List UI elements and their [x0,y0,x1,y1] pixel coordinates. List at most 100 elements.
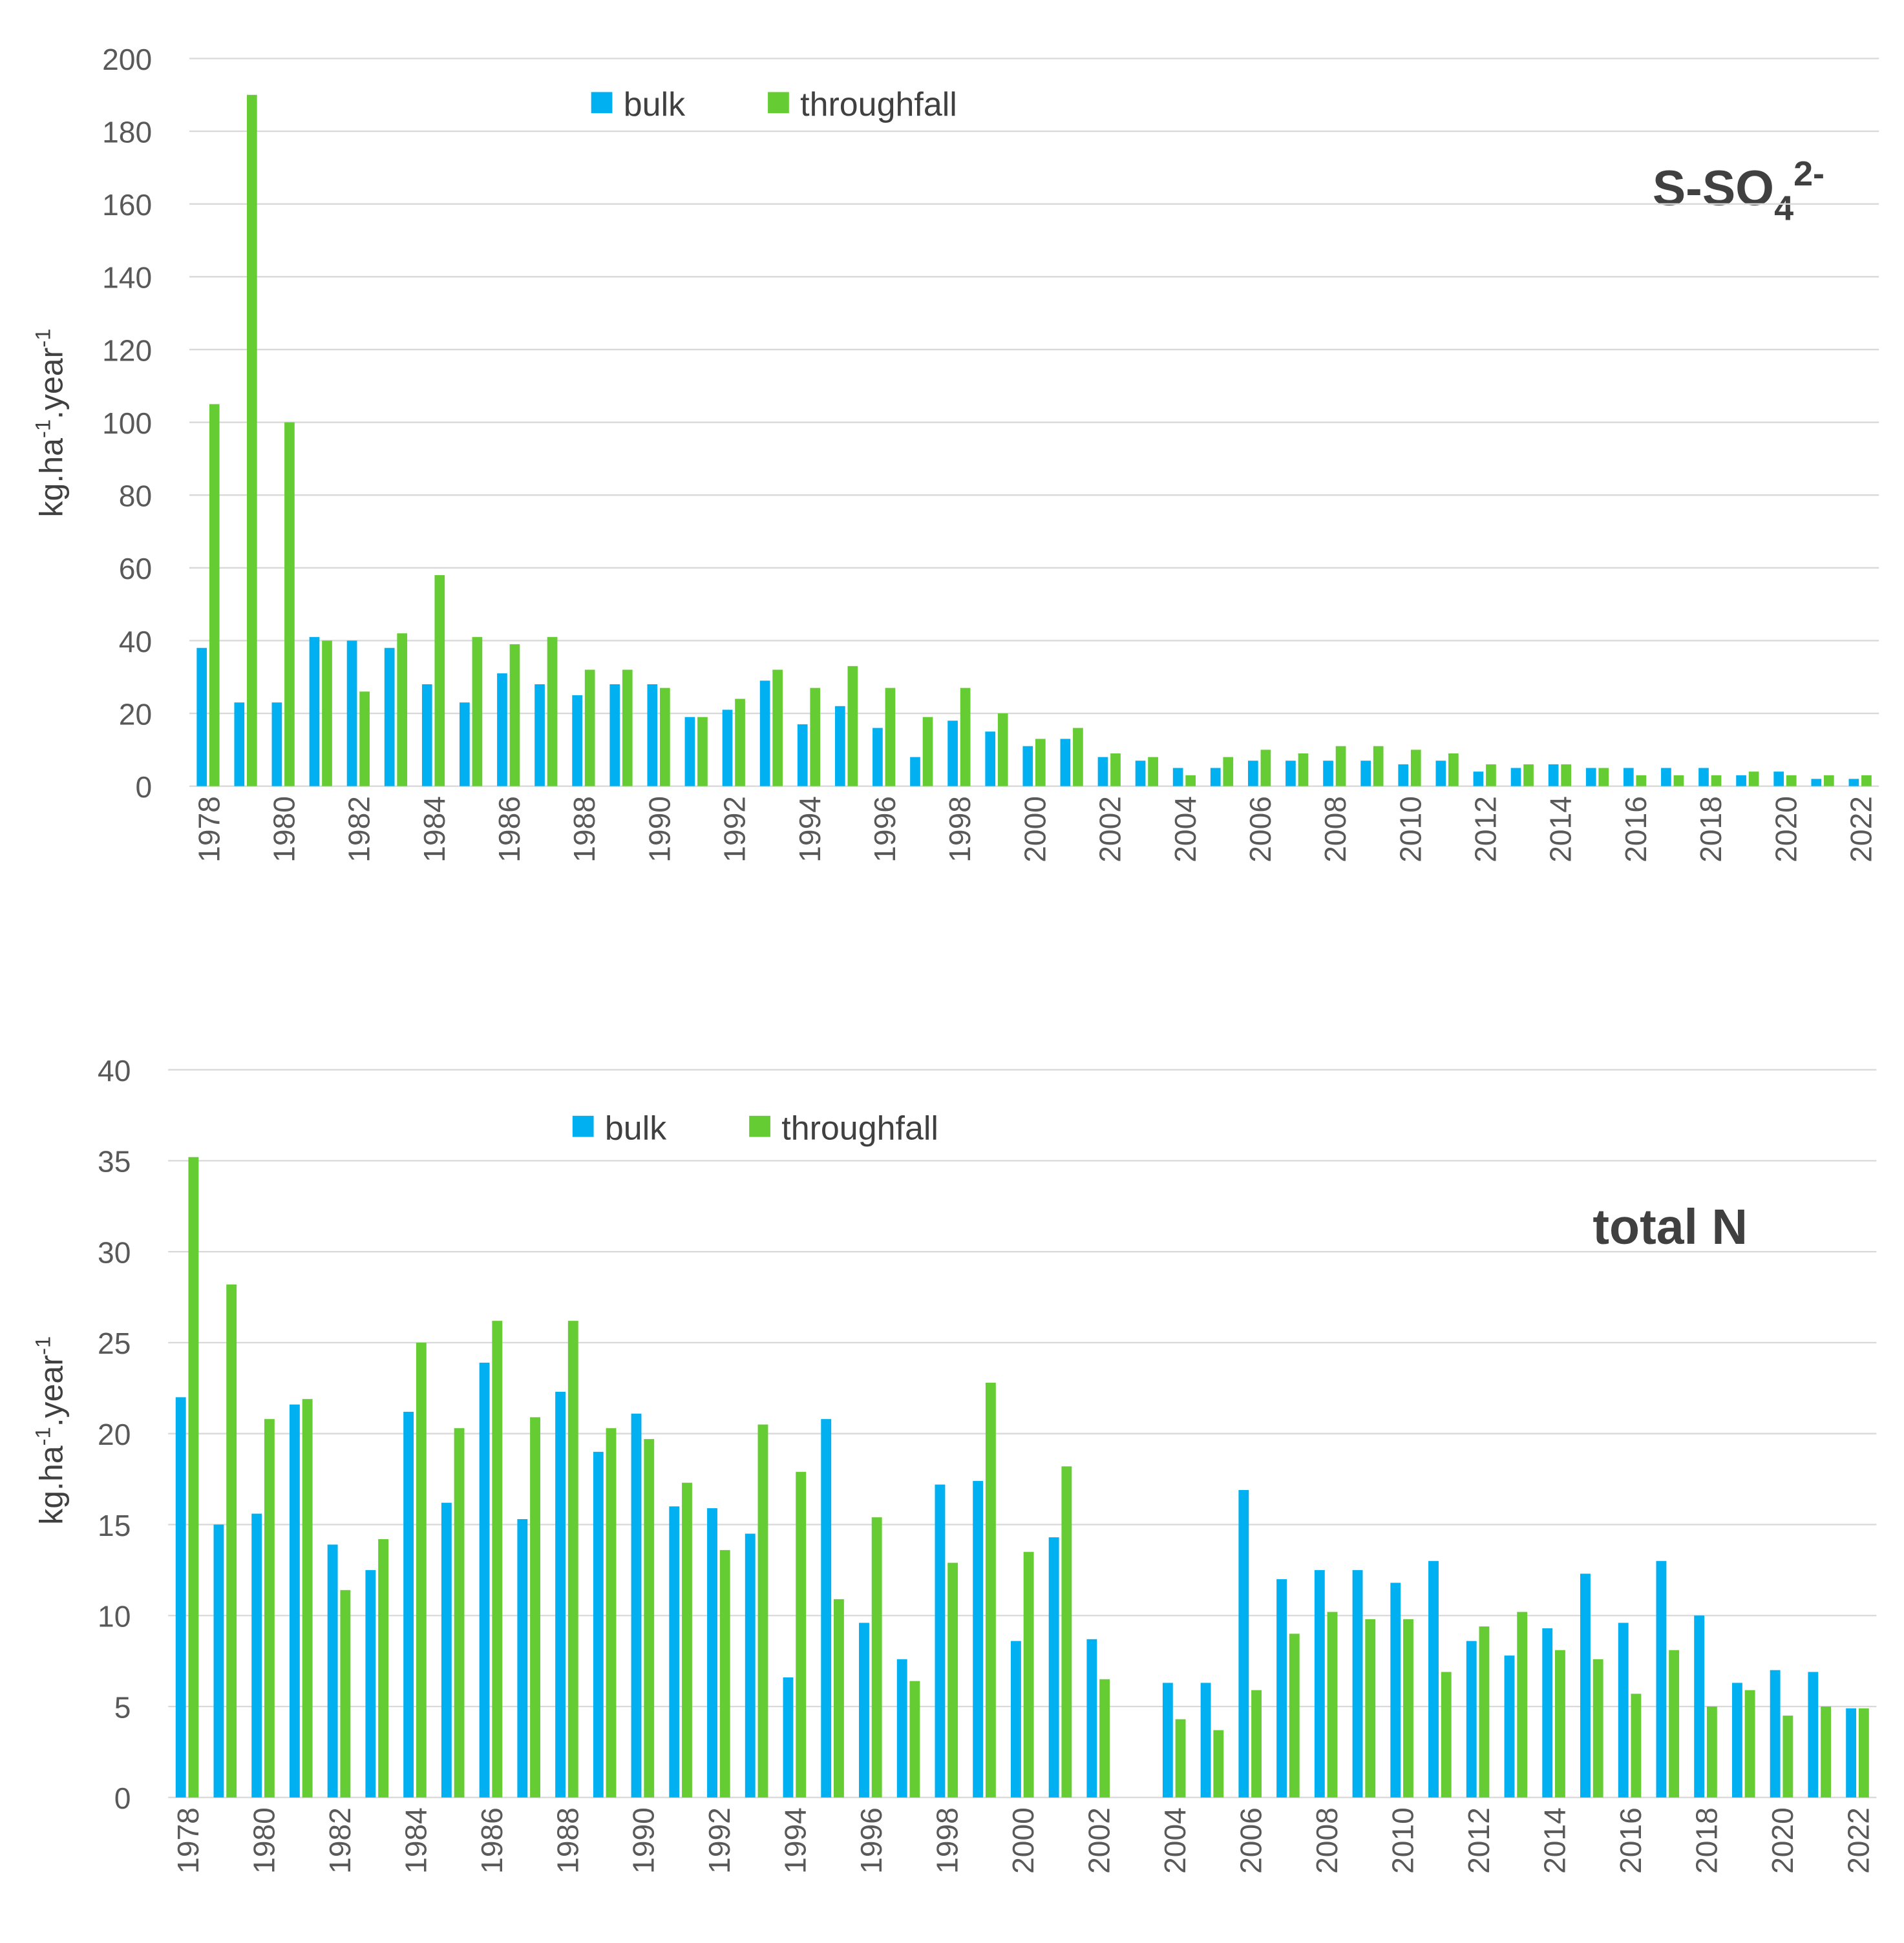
bar-throughfall-2016 [1631,1694,1642,1798]
x-tick-label: 2014 [1544,796,1578,863]
bar-bulk-2004 [1162,1683,1173,1798]
x-tick-label: 2012 [1462,1807,1496,1874]
bar-bulk-1990 [631,1413,642,1798]
x-tick-label: 1992 [718,796,752,863]
bar-throughfall-2012 [1486,764,1496,786]
bar-throughfall-2008 [1327,1612,1338,1798]
y-axis-title-part: .year [34,1355,70,1427]
y-tick-label: 180 [102,115,152,149]
y-tick-label: 0 [135,770,152,804]
bar-throughfall-2001 [1061,1466,1072,1798]
bar-bulk-1997 [910,757,920,786]
bar-throughfall-1993 [757,1424,768,1798]
y-tick-label: 0 [114,1781,131,1815]
x-tick-label: 2004 [1169,796,1202,863]
bar-throughfall-2021 [1823,775,1834,786]
chart-total-n: total N 0510152025303540kg.ha-1.year-1bu… [30,1054,1877,1874]
bar-bulk-1984 [403,1411,414,1798]
x-tick-label: 1996 [854,1807,888,1874]
x-tick-label: 1990 [627,1807,661,1874]
bar-throughfall-1988 [584,669,595,786]
bar-bulk-2011 [1435,761,1446,786]
x-tick-label: 2010 [1393,796,1427,863]
bar-throughfall-1988 [567,1321,578,1798]
x-tick-label: 2002 [1094,796,1127,863]
bar-throughfall-1993 [772,669,783,786]
bar-bulk-1993 [745,1533,756,1798]
bar-throughfall-1984 [416,1342,427,1798]
legend: bulk throughfall [572,1109,938,1147]
bar-bulk-2014 [1542,1628,1553,1798]
bar-bulk-2012 [1466,1641,1477,1798]
bar-throughfall-2020 [1786,775,1797,786]
bar-throughfall-1996 [885,688,896,786]
bar-bulk-2006 [1238,1489,1249,1798]
y-tick-label: 10 [98,1600,131,1633]
bar-bulk-2014 [1548,764,1559,786]
x-tick-label: 1982 [323,1807,357,1874]
x-tick-label: 2006 [1243,796,1277,863]
bar-bulk-2000 [1010,1641,1021,1798]
bar-throughfall-1999 [997,713,1008,786]
bar-throughfall-1992 [735,698,745,786]
bar-bulk-2008 [1323,761,1333,786]
bar-bulk-1989 [593,1451,604,1798]
bar-throughfall-1979 [226,1284,237,1798]
bar-throughfall-1996 [871,1517,882,1798]
bar-bulk-1982 [327,1544,338,1798]
x-tick-label: 2002 [1083,1807,1116,1874]
x-tick-label: 1986 [475,1807,509,1874]
bar-throughfall-1994 [810,688,821,786]
bar-throughfall-1990 [644,1439,655,1798]
bar-throughfall-2012 [1479,1626,1490,1798]
bar-throughfall-2004 [1185,775,1196,786]
bar-throughfall-2001 [1073,728,1083,786]
bar-throughfall-1997 [909,1681,920,1798]
bar-throughfall-2009 [1373,746,1384,786]
bar-throughfall-1985 [472,636,483,786]
bar-bulk-1994 [783,1677,794,1798]
bar-throughfall-1998 [960,688,971,786]
x-tick-label: 2020 [1769,796,1803,863]
bar-bulk-1987 [534,684,545,786]
x-tick-label: 1978 [171,1807,205,1874]
bar-throughfall-2010 [1403,1619,1413,1798]
legend: bulk throughfall [591,86,957,123]
bar-bulk-1980 [271,702,282,786]
y-tick-label: 40 [98,1054,131,1087]
y-tick-label: 5 [114,1690,131,1724]
bar-throughfall-1980 [264,1419,275,1798]
bar-bulk-1993 [759,680,770,786]
bar-throughfall-1997 [922,717,933,786]
bar-bulk-2015 [1585,768,1596,786]
x-tick-label: 2022 [1844,796,1878,863]
x-tick-label: 1998 [931,1807,964,1874]
x-tick-label: 1986 [492,796,526,863]
bar-bulk-2002 [1086,1639,1097,1798]
y-axis-title-part: kg.ha [34,438,70,518]
bar-bulk-2021 [1808,1672,1819,1798]
x-tick-label: 1984 [418,796,451,863]
bar-throughfall-2015 [1598,768,1609,786]
x-tick-label: 2012 [1469,796,1503,863]
x-tick-label: 2018 [1694,796,1728,863]
y-axis-title-part: -1 [30,419,54,438]
bar-bulk-1986 [479,1362,490,1798]
x-tick-label: 1980 [247,1807,280,1874]
y-tick-label: 160 [102,188,152,222]
legend-swatch-throughfall [749,1115,770,1137]
x-tick-label: 2018 [1689,1807,1723,1874]
bar-throughfall-1991 [682,1482,692,1798]
bar-throughfall-1999 [985,1382,996,1798]
bar-throughfall-1990 [660,688,670,786]
y-tick-label: 100 [102,406,152,440]
bar-throughfall-1995 [847,666,858,786]
bar-bulk-1978 [175,1397,186,1798]
bar-bulk-1985 [460,702,470,786]
y-axis-title-part: -1 [30,329,54,348]
x-tick-label: 2022 [1841,1807,1875,1874]
bar-throughfall-2014 [1561,764,1571,786]
bar-bulk-1989 [609,684,620,786]
bar-bulk-1981 [289,1404,300,1798]
